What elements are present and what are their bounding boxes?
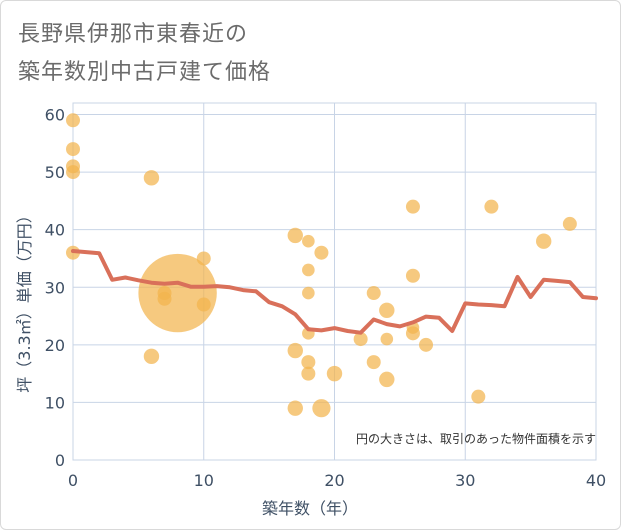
y-tick-label: 30	[45, 278, 65, 297]
x-axis-label: 築年数（年）	[262, 499, 358, 518]
data-points	[66, 113, 577, 418]
y-tick-label: 40	[45, 221, 65, 240]
y-axis-label: 坪（3.3㎡）単価（万円）	[15, 207, 34, 392]
data-point	[287, 342, 303, 359]
data-point	[301, 355, 316, 370]
data-point	[471, 389, 486, 404]
data-point	[66, 165, 80, 180]
data-point	[196, 251, 211, 266]
data-point	[366, 286, 381, 301]
data-point	[301, 366, 316, 381]
data-point	[287, 227, 303, 244]
chart-title-line1: 長野県伊那市東春近の	[18, 22, 249, 47]
data-point	[312, 399, 331, 418]
data-point	[326, 365, 343, 382]
data-point	[380, 332, 394, 346]
data-point	[287, 400, 303, 416]
series-lines	[71, 249, 598, 335]
x-tick-label: 10	[194, 471, 214, 490]
data-point	[405, 326, 420, 341]
data-point	[419, 337, 434, 352]
data-point	[353, 332, 368, 347]
data-point	[196, 297, 211, 312]
data-point	[302, 234, 315, 248]
size-legend-note: 円の大きさは、取引のあった物件面積を示す	[356, 431, 596, 446]
data-point	[143, 170, 160, 186]
data-point	[138, 253, 217, 333]
y-tick-label: 0	[55, 451, 65, 470]
grid-lines	[72, 102, 597, 461]
y-tick-label: 50	[45, 163, 65, 182]
x-tick-label: 0	[68, 471, 78, 490]
data-point	[484, 199, 499, 214]
data-point	[405, 268, 420, 283]
data-point	[379, 371, 395, 388]
x-tick-label: 40	[586, 471, 606, 490]
y-tick-label: 60	[45, 106, 65, 125]
data-point	[302, 263, 315, 277]
y-tick-label: 10	[45, 393, 65, 412]
y-tick-label: 20	[45, 336, 65, 355]
x-tick-label: 20	[324, 471, 344, 490]
data-point	[536, 233, 552, 249]
data-point	[366, 355, 381, 370]
data-point	[143, 348, 160, 365]
tick-labels: 0 10 20 30 40 0 10 20 30 40 50 60	[45, 106, 607, 490]
plot-border	[72, 102, 597, 461]
data-point	[66, 113, 80, 128]
data-point	[314, 245, 329, 260]
data-point	[302, 286, 315, 300]
data-point	[405, 199, 420, 214]
data-point	[379, 302, 395, 318]
data-point	[66, 142, 80, 157]
average-price-line	[71, 249, 598, 335]
x-tick-label: 30	[455, 471, 475, 490]
data-point	[562, 216, 577, 231]
chart-title-line2: 築年数別中古戸建て価格	[18, 60, 272, 85]
